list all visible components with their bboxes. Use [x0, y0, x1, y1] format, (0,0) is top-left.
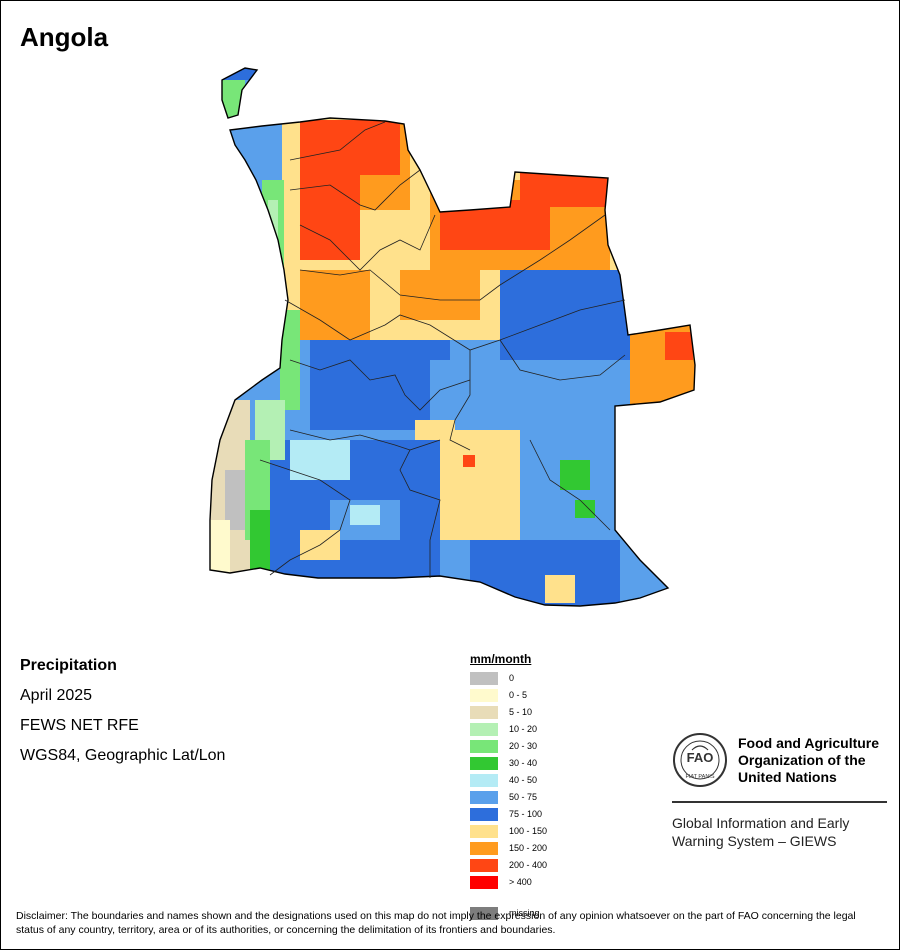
legend-title: mm/month: [470, 652, 532, 666]
map-variable: Precipitation: [20, 657, 117, 674]
legend-label: 100 - 150: [509, 826, 548, 836]
legend-swatch: [470, 808, 498, 821]
legend-swatch: [470, 723, 498, 736]
legend-label: 200 - 400: [509, 860, 548, 870]
legend-label: 75 - 100: [509, 809, 543, 819]
fao-logo-icon: FAO FIAT PANIS: [673, 733, 727, 787]
map-projection: WGS84, Geographic Lat/Lon: [20, 747, 226, 764]
legend-label: 30 - 40: [509, 758, 538, 768]
legend-swatch: [470, 706, 498, 719]
organization-name: Food and Agriculture Organization of the…: [738, 735, 880, 785]
legend-label: 0: [509, 673, 515, 683]
legend-swatch: [470, 842, 498, 855]
legend-swatch: [470, 825, 498, 838]
cabinda-border: [221, 67, 259, 119]
legend-swatch: [470, 740, 498, 753]
legend-swatch: [470, 791, 498, 804]
legend-swatch: [470, 672, 498, 685]
province-boundaries: [259, 121, 626, 578]
legend-swatch: [470, 757, 498, 770]
legend-label: 40 - 50: [509, 775, 538, 785]
rainfall-field: [210, 68, 695, 606]
map-source: FEWS NET RFE: [20, 717, 139, 734]
legend-label: 20 - 30: [509, 741, 538, 751]
legend-label: 5 - 10: [509, 707, 533, 717]
legend-label: 150 - 200: [509, 843, 548, 853]
fao-logo-motto: FIAT PANIS: [685, 774, 714, 780]
legend-swatch: [470, 876, 498, 889]
map-title: Angola: [20, 22, 109, 52]
legend-swatch: [470, 774, 498, 787]
legend-label: 50 - 75: [509, 792, 538, 802]
organization-divider: [672, 801, 887, 803]
map-period: April 2025: [20, 687, 93, 704]
fao-logo-letters: FAO: [687, 750, 714, 765]
legend-swatch: [470, 689, 498, 702]
legend-label: 10 - 20: [509, 724, 538, 734]
legend-swatch: [470, 859, 498, 872]
legend-label: missing: [509, 908, 540, 918]
legend-label: 0 - 5: [509, 690, 528, 700]
legend-swatch: [470, 907, 498, 920]
precipitation-map: [209, 67, 696, 607]
legend-label: > 400: [509, 877, 532, 887]
disclaimer: Disclaimer: The boundaries and names sho…: [16, 910, 856, 936]
giews-label: Global Information and Early Warning Sys…: [672, 815, 850, 849]
